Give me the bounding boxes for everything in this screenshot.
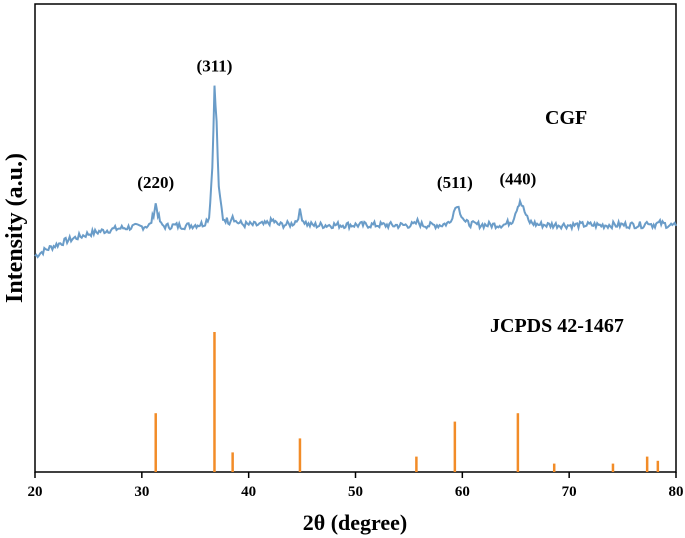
cgf-label: CGF <box>545 107 587 129</box>
plot-frame <box>34 3 677 473</box>
peak-label: (220) <box>137 173 174 192</box>
x-tick-label: 80 <box>669 484 684 500</box>
peak-label: (511) <box>437 173 473 192</box>
x-tick-label: 40 <box>241 484 256 500</box>
x-tick-label: 20 <box>28 484 43 500</box>
cgf-series-line <box>34 85 677 259</box>
peak-annotations: (220) (311) (511) (440) <box>137 56 536 192</box>
x-tick-label: 70 <box>562 484 577 500</box>
x-tick-label: 30 <box>134 484 149 500</box>
y-axis-title: Intensity (a.u.) <box>2 153 28 303</box>
peak-label: (311) <box>197 56 233 75</box>
x-axis: 20 30 40 50 60 70 80 <box>28 472 684 500</box>
x-tick-label: 60 <box>455 484 470 500</box>
x-tick-label: 50 <box>348 484 363 500</box>
peak-label: (440) <box>499 170 536 189</box>
jcpds-label: JCPDS 42-1467 <box>490 315 624 337</box>
x-axis-title: 2θ (degree) <box>303 510 408 535</box>
reference-sticks <box>154 332 660 472</box>
